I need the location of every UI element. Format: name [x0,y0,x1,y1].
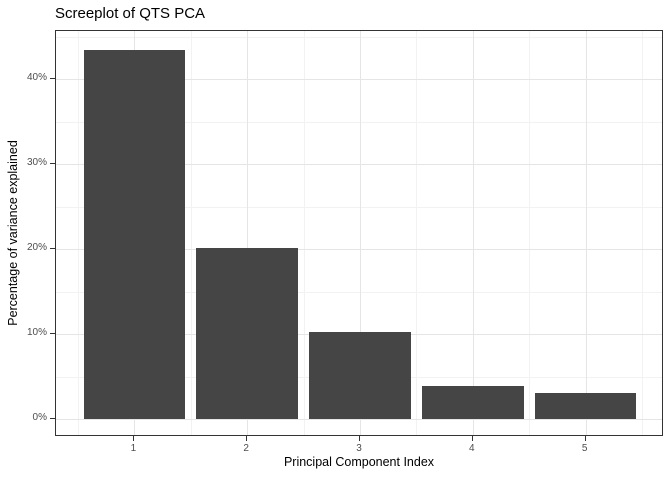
y-tick-mark [50,163,55,165]
x-tick-label: 3 [356,443,362,454]
gridline-major-y [56,164,662,166]
bar [83,49,186,420]
bar [309,331,411,420]
gridline-minor-y [56,36,662,38]
y-tick-mark [50,418,55,420]
gridline-minor-x [529,31,531,435]
gridline-minor-y [56,121,662,123]
gridline-minor-x [303,31,305,435]
x-tick-label: 5 [581,443,588,454]
x-tick-mark [359,436,360,441]
y-tick-label: 20% [26,242,47,254]
gridline-major-y [56,79,662,81]
x-tick-mark [246,436,248,441]
gridline-minor-y [56,206,662,208]
y-tick-label: 10% [26,327,47,339]
gridline-major-y [56,249,662,251]
x-tick-mark [471,436,473,441]
gridline-minor-x [416,31,418,435]
gridline-major-x [360,31,361,435]
y-tick-mark [50,78,55,80]
y-tick-mark [50,333,55,335]
x-tick-label: 1 [130,443,137,454]
gridline-minor-y [56,291,662,293]
gridline-minor-x [77,31,79,435]
y-tick-mark [50,248,55,250]
gridline-major-x [247,31,249,435]
x-tick-mark [133,436,135,441]
x-tick-label: 2 [243,443,249,454]
gridline-major-y [56,419,662,421]
x-tick-label: 4 [469,443,475,454]
gridline-major-x [472,31,474,435]
y-tick-label: 40% [26,72,47,84]
x-tick-mark [584,436,586,441]
bar [422,386,524,420]
gridline-minor-x [642,31,643,435]
y-tick-label: 0% [32,412,47,424]
plot-panel [55,30,663,436]
x-axis-title: Principal Component Index [283,455,435,469]
bar [196,248,298,420]
gridline-minor-x [190,31,192,435]
chart-title: Screeplot of QTS PCA [55,5,206,22]
gridline-major-x [585,31,587,435]
y-tick-label: 30% [26,157,47,169]
bar [534,392,637,420]
